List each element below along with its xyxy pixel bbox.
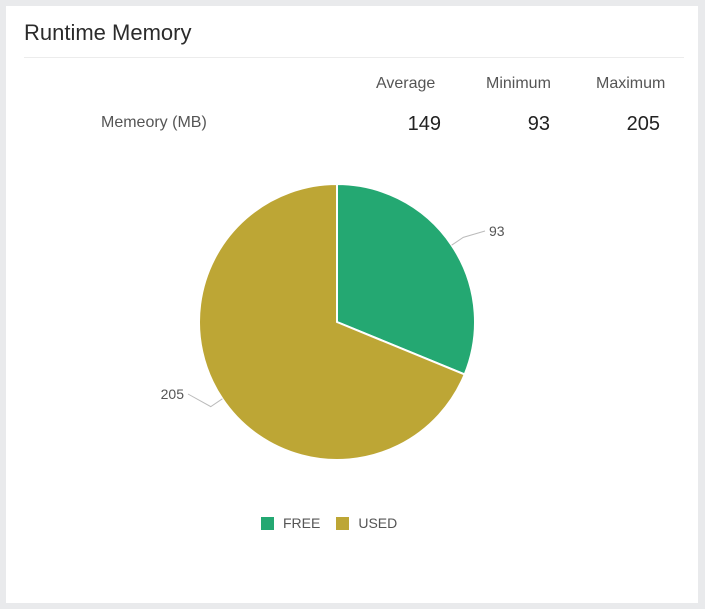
legend-item-free[interactable]: FREE (261, 515, 320, 531)
legend-item-used[interactable]: USED (336, 515, 397, 531)
pie-chart: 93 205 (161, 182, 505, 461)
data-label-free: 93 (489, 223, 505, 239)
chart-legend: FREE USED (261, 515, 413, 531)
stat-value-minimum: 93 (527, 113, 550, 135)
legend-label-used: USED (358, 515, 398, 531)
stat-value-average: 149 (407, 113, 441, 135)
stat-value-maximum: 205 (626, 113, 660, 135)
data-label-used: 205 (161, 386, 185, 402)
legend-swatch-free (261, 516, 274, 530)
pie-slice-free[interactable] (336, 182, 476, 376)
leader-line-used (187, 393, 223, 408)
stat-header-maximum: Maximum (596, 75, 666, 92)
legend-swatch-used (336, 516, 350, 530)
stat-header-minimum: Minimum (486, 75, 551, 92)
legend-label-free: FREE (283, 515, 321, 531)
title-divider (24, 57, 684, 58)
leader-line-free (451, 230, 486, 246)
pie-slice-used[interactable] (198, 182, 466, 461)
stat-header-average: Average (376, 75, 436, 92)
runtime-memory-card: Runtime Memory Average Minimum Maximum M… (6, 6, 698, 603)
stat-row-label: Memeory (MB) (101, 114, 207, 131)
card-title: Runtime Memory (24, 20, 192, 45)
